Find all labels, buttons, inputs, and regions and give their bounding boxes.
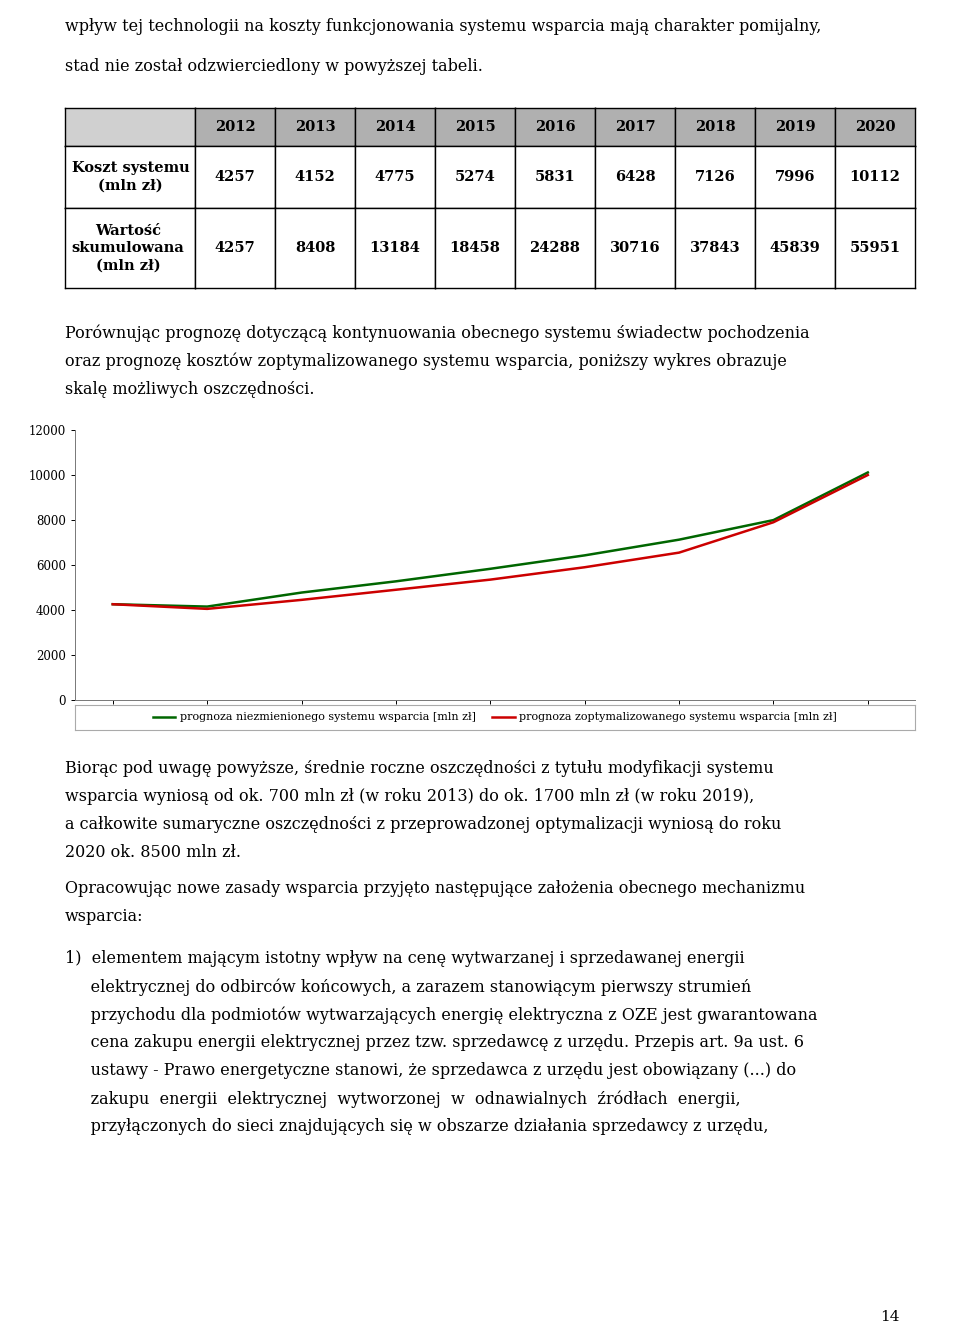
Text: 4257: 4257 bbox=[215, 241, 255, 254]
Text: 13184: 13184 bbox=[370, 241, 420, 254]
Text: wpływ tej technologii na koszty funkcjonowania systemu wsparcia mają charakter p: wpływ tej technologii na koszty funkcjon… bbox=[65, 17, 822, 35]
Text: 2017: 2017 bbox=[614, 121, 656, 134]
Text: Biorąc pod uwagę powyższe, średnie roczne oszczędności z tytułu modyfikacji syst: Biorąc pod uwagę powyższe, średnie roczn… bbox=[65, 761, 774, 777]
Text: 4775: 4775 bbox=[374, 170, 416, 183]
Text: 10112: 10112 bbox=[850, 170, 900, 183]
Text: ustawy - Prawo energetyczne stanowi, że sprzedawca z urzędu jest obowiązany (...: ustawy - Prawo energetyczne stanowi, że … bbox=[65, 1062, 796, 1079]
Text: 7126: 7126 bbox=[695, 170, 735, 183]
Text: stad nie został odzwierciedlony w powyższej tabeli.: stad nie został odzwierciedlony w powyżs… bbox=[65, 58, 483, 75]
Text: Wartość
skumulowana
(mln zł): Wartość skumulowana (mln zł) bbox=[71, 224, 184, 272]
Text: 2014: 2014 bbox=[374, 121, 416, 134]
Text: 18458: 18458 bbox=[449, 241, 500, 254]
Text: 55951: 55951 bbox=[850, 241, 900, 254]
Text: oraz prognozę kosztów zoptymalizowanego systemu wsparcia, poniższy wykres obrazu: oraz prognozę kosztów zoptymalizowanego … bbox=[65, 353, 787, 371]
Text: 5831: 5831 bbox=[535, 170, 575, 183]
Text: Porównując prognozę dotyczącą kontynuowania obecnego systemu świadectw pochodzen: Porównując prognozę dotyczącą kontynuowa… bbox=[65, 325, 809, 343]
Text: 4257: 4257 bbox=[215, 170, 255, 183]
Text: 24288: 24288 bbox=[530, 241, 581, 254]
Text: skalę możliwych oszczędności.: skalę możliwych oszczędności. bbox=[65, 382, 315, 398]
Text: 2020 ok. 8500 mln zł.: 2020 ok. 8500 mln zł. bbox=[65, 844, 241, 861]
Text: 30716: 30716 bbox=[610, 241, 660, 254]
Text: Opracowując nowe zasady wsparcia przyjęto następujące założenia obecnego mechani: Opracowując nowe zasady wsparcia przyjęt… bbox=[65, 880, 805, 897]
Text: 2018: 2018 bbox=[695, 121, 735, 134]
Text: wsparcia wyniosą od ok. 700 mln zł (w roku 2013) do ok. 1700 mln zł (w roku 2019: wsparcia wyniosą od ok. 700 mln zł (w ro… bbox=[65, 787, 755, 805]
Text: cena zakupu energii elektrycznej przez tzw. sprzedawcę z urzędu. Przepis art. 9a: cena zakupu energii elektrycznej przez t… bbox=[65, 1034, 804, 1051]
Text: przychodu dla podmiotów wytwarzających energię elektryczna z OZE jest gwarantowa: przychodu dla podmiotów wytwarzających e… bbox=[65, 1006, 818, 1023]
Text: 2013: 2013 bbox=[295, 121, 335, 134]
Text: 37843: 37843 bbox=[689, 241, 740, 254]
Text: 8408: 8408 bbox=[295, 241, 335, 254]
Text: przyłączonych do sieci znajdujących się w obszarze działania sprzedawcy z urzędu: przyłączonych do sieci znajdujących się … bbox=[65, 1118, 769, 1135]
Legend: prognoza niezmienionego systemu wsparcia [mln zł], prognoza zoptymalizowanego sy: prognoza niezmienionego systemu wsparcia… bbox=[149, 708, 841, 727]
Text: 2020: 2020 bbox=[854, 121, 896, 134]
Text: 45839: 45839 bbox=[770, 241, 821, 254]
Text: 2019: 2019 bbox=[775, 121, 815, 134]
Text: elektrycznej do odbirców końcowych, a zarazem stanowiącym pierwszy strumień: elektrycznej do odbirców końcowych, a za… bbox=[65, 977, 752, 995]
Text: Koszt systemu
(mln zł): Koszt systemu (mln zł) bbox=[71, 162, 189, 193]
Text: 14: 14 bbox=[880, 1310, 900, 1324]
Text: 4152: 4152 bbox=[295, 170, 335, 183]
Text: zakupu  energii  elektrycznej  wytworzonej  w  odnawialnych  źródłach  energii,: zakupu energii elektrycznej wytworzonej … bbox=[65, 1090, 740, 1107]
Text: a całkowite sumaryczne oszczędności z przeprowadzonej optymalizacji wyniosą do r: a całkowite sumaryczne oszczędności z pr… bbox=[65, 815, 781, 833]
Text: 2015: 2015 bbox=[455, 121, 495, 134]
Text: 2016: 2016 bbox=[535, 121, 575, 134]
Text: 2012: 2012 bbox=[215, 121, 255, 134]
Text: 6428: 6428 bbox=[614, 170, 656, 183]
Text: wsparcia:: wsparcia: bbox=[65, 908, 143, 925]
Text: 7996: 7996 bbox=[775, 170, 815, 183]
Text: 5274: 5274 bbox=[455, 170, 495, 183]
Text: 1)  elementem mającym istotny wpływ na cenę wytwarzanej i sprzedawanej energii: 1) elementem mającym istotny wpływ na ce… bbox=[65, 949, 745, 967]
